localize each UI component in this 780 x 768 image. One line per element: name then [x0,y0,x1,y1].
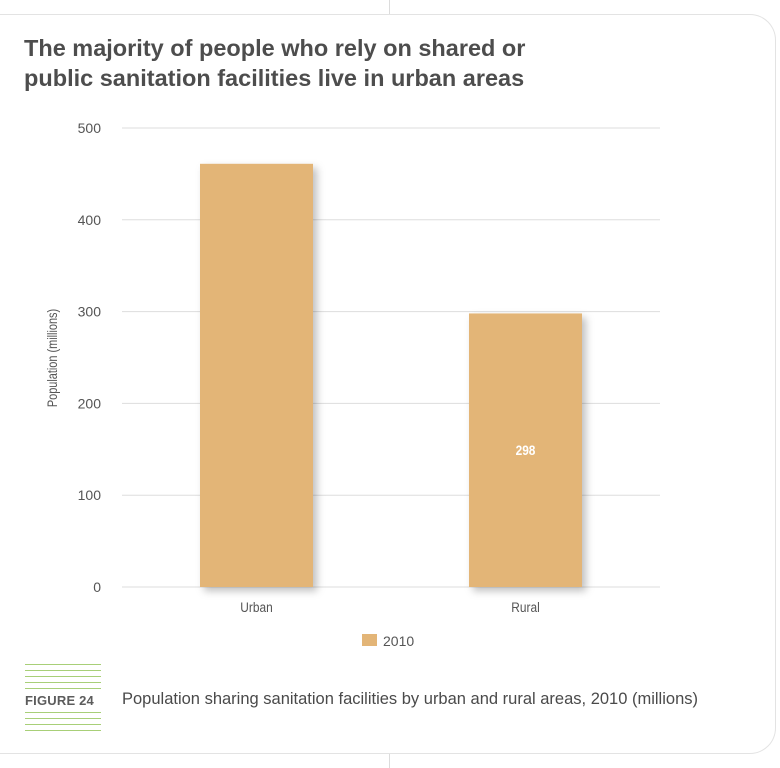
title-line-1: The majority of people who rely on share… [24,35,526,61]
x-tick-label: Urban [240,599,272,615]
figure-caption: Population sharing sanitation facilities… [122,690,698,708]
data-label: 298 [516,442,536,458]
legend: 2010 [362,633,414,649]
bars [200,163,582,587]
page-title: The majority of people who rely on share… [24,33,525,93]
title-line-2: public sanitation facilities live in urb… [24,65,525,91]
page-divider-top [389,0,390,14]
legend-label: 2010 [383,633,414,649]
bar-urban [200,163,313,587]
y-tick-label: 300 [78,304,102,320]
y-tick-label: 500 [78,120,102,136]
figure-badge: FIGURE 24 [25,664,101,736]
figure-number: FIGURE 24 [25,692,101,710]
y-tick-label: 400 [78,212,102,228]
y-tick-label: 0 [93,579,101,595]
axis-labels: 0 100 200 300 400 500 Population (millions) Urb… [45,120,540,615]
legend-swatch [362,634,377,646]
bar-rural [469,313,582,587]
figure-card [0,14,776,754]
x-tick-label: Rural [511,599,540,615]
page-divider-bottom [389,754,390,768]
y-tick-label: 200 [78,395,102,411]
y-tick-label: 100 [78,487,102,503]
y-axis-label: Population (millions) [45,309,61,407]
